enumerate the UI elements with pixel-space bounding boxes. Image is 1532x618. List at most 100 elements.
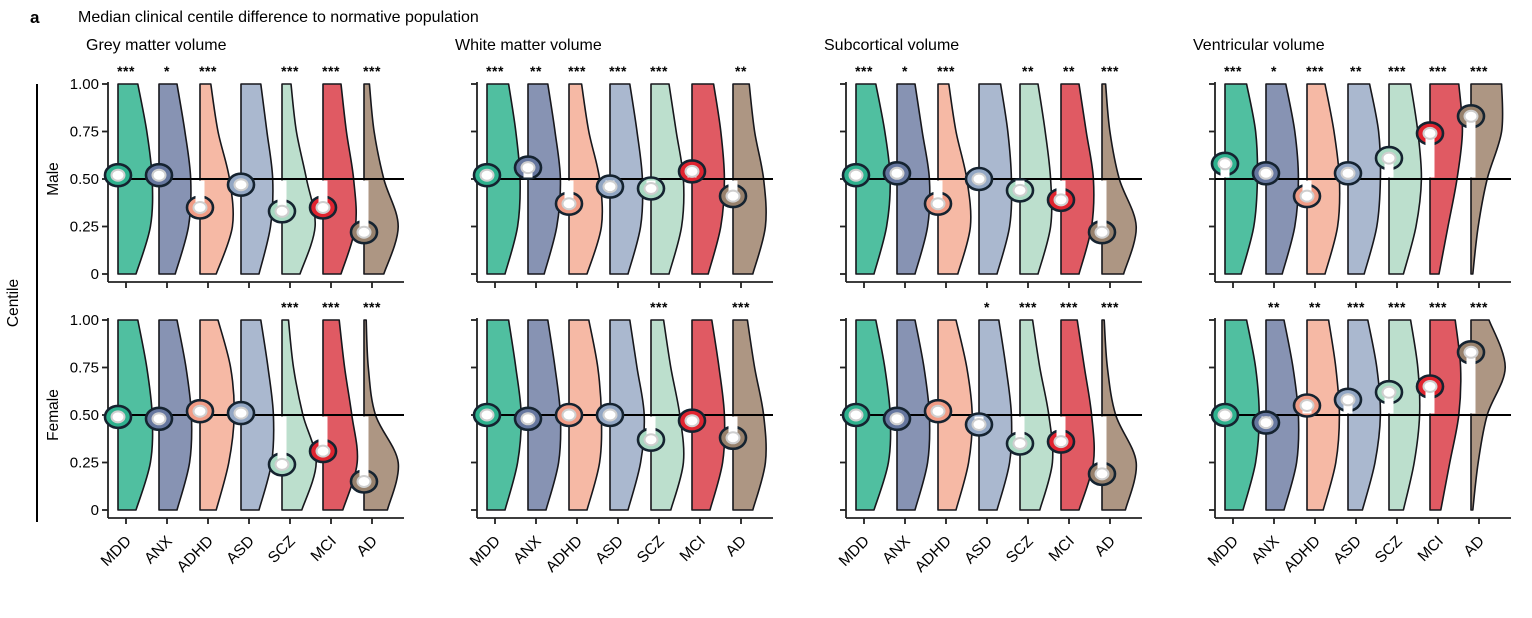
x-category-label-anx: ANX (1248, 532, 1283, 567)
significance-stars-mci: ** (1063, 63, 1075, 79)
significance-stars-mci: *** (322, 299, 340, 315)
median-core-mci (1053, 193, 1069, 207)
median-core-mdd (848, 168, 864, 182)
median-core-ad (725, 431, 741, 445)
median-core-ad (1094, 467, 1110, 481)
significance-stars-adhd: *** (937, 63, 955, 79)
panel-white-matter-male: *** ** *** *** *** ** (471, 63, 773, 288)
significance-stars-mci: *** (322, 63, 340, 79)
median-core-scz (643, 182, 659, 195)
significance-stars-ad: *** (1101, 299, 1119, 315)
x-category-label-mci: MCI (677, 533, 709, 565)
x-category-label-scz: SCZ (265, 533, 299, 567)
difference-stripe-ad (1097, 416, 1107, 474)
significance-stars-scz: *** (650, 299, 668, 315)
significance-stars-mdd: *** (486, 63, 504, 79)
significance-stars-adhd: *** (199, 63, 217, 79)
significance-stars-ad: *** (732, 299, 750, 315)
median-core-anx (151, 168, 167, 182)
median-core-scz (1012, 437, 1028, 450)
panel-label: a (30, 8, 40, 27)
significance-stars-anx: ** (530, 63, 542, 79)
y-tick-label: 0.25 (70, 219, 99, 236)
x-category-label-mdd: MDD (1205, 533, 1242, 570)
median-core-adhd (192, 201, 208, 214)
difference-stripe-adhd (933, 180, 943, 204)
median-core-asd (233, 406, 249, 420)
female-panel-row: 1.00 0.75 0.50 0.25 0 *** *** *** MDD ANX ADHD ASD S… (56, 296, 1532, 592)
x-category-label-adhd: ADHD (1281, 533, 1324, 576)
median-core-mci (315, 201, 331, 214)
y-tick-label: 0.50 (70, 407, 99, 424)
median-core-asd (602, 408, 618, 422)
y-tick-label: 0.50 (70, 171, 99, 188)
difference-stripe-mci (318, 180, 328, 208)
median-core-scz (1012, 183, 1028, 197)
significance-stars-ad: ** (735, 63, 747, 79)
median-core-mdd (110, 168, 126, 182)
x-category-label-scz: SCZ (634, 533, 668, 567)
x-category-label-mci: MCI (1046, 533, 1078, 565)
difference-stripe-mci (1056, 180, 1066, 200)
difference-stripe-ad (1466, 116, 1476, 178)
median-core-anx (1258, 166, 1274, 180)
significance-stars-anx: * (164, 63, 170, 79)
median-core-anx (520, 412, 536, 426)
significance-stars-asd: * (984, 299, 990, 315)
median-core-mdd (110, 410, 126, 424)
median-core-ad (1463, 345, 1479, 359)
y-tick-label: 0.75 (70, 124, 99, 141)
median-core-asd (233, 178, 249, 192)
y-tick-label: 0 (91, 266, 99, 283)
significance-stars-mci: *** (1429, 63, 1447, 79)
male-panel-row: 1.00 0.75 0.50 0.25 0 *** * *** *** *** *** *** ** *… (56, 60, 1532, 296)
median-core-anx (1258, 416, 1274, 430)
median-core-asd (971, 172, 987, 186)
significance-stars-ad: *** (363, 63, 381, 79)
median-core-mdd (479, 408, 495, 422)
significance-stars-ad: *** (1470, 299, 1488, 315)
significance-stars-asd: *** (609, 63, 627, 79)
x-category-label-ad: AD (1461, 533, 1488, 560)
significance-stars-anx: * (1271, 63, 1277, 79)
significance-stars-scz: *** (650, 63, 668, 79)
x-category-label-ad: AD (723, 533, 750, 560)
y-axis-group-label: Centile (5, 278, 22, 328)
column-title-subcortical: Subcortical volume (824, 37, 960, 54)
difference-stripe-ad (728, 416, 738, 438)
x-category-label-ad: AD (1092, 533, 1119, 560)
x-category-label-mdd: MDD (98, 533, 135, 570)
significance-stars-scz: *** (281, 63, 299, 79)
median-core-mci (1422, 126, 1438, 140)
median-core-anx (151, 412, 167, 426)
x-category-label-asd: ASD (592, 533, 627, 568)
median-core-adhd (1299, 189, 1315, 203)
difference-stripe-mci (1425, 133, 1435, 178)
significance-stars-adhd: ** (1309, 299, 1321, 315)
median-core-ad (1094, 225, 1110, 239)
y-tick-label: 0.75 (70, 360, 99, 377)
significance-stars-scz: ** (1022, 63, 1034, 79)
median-core-asd (1340, 166, 1356, 180)
significance-stars-ad: *** (363, 299, 381, 315)
difference-stripe-ad (1466, 352, 1476, 414)
difference-stripe-scz (1384, 392, 1394, 414)
x-category-label-anx: ANX (141, 532, 176, 567)
median-core-asd (602, 180, 618, 194)
significance-stars-adhd: *** (1306, 63, 1324, 79)
median-core-ad (1463, 109, 1479, 123)
column-title-white-matter: White matter volume (455, 37, 602, 54)
significance-stars-adhd: *** (568, 63, 586, 79)
x-category-label-scz: SCZ (1003, 533, 1037, 567)
difference-stripe-ad (359, 416, 369, 482)
column-titles-row: Grey matter volume White matter volume S… (56, 34, 1532, 60)
median-core-ad (356, 475, 372, 488)
x-category-label-mdd: MDD (836, 533, 873, 570)
x-category-label-mci: MCI (1415, 533, 1447, 565)
significance-stars-mdd: *** (117, 63, 135, 79)
median-core-mdd (479, 168, 495, 182)
column-title-grey-matter: Grey matter volume (86, 37, 227, 54)
median-core-anx (889, 412, 905, 426)
difference-stripe-scz (1015, 416, 1025, 444)
significance-stars-scz: *** (1388, 63, 1406, 79)
